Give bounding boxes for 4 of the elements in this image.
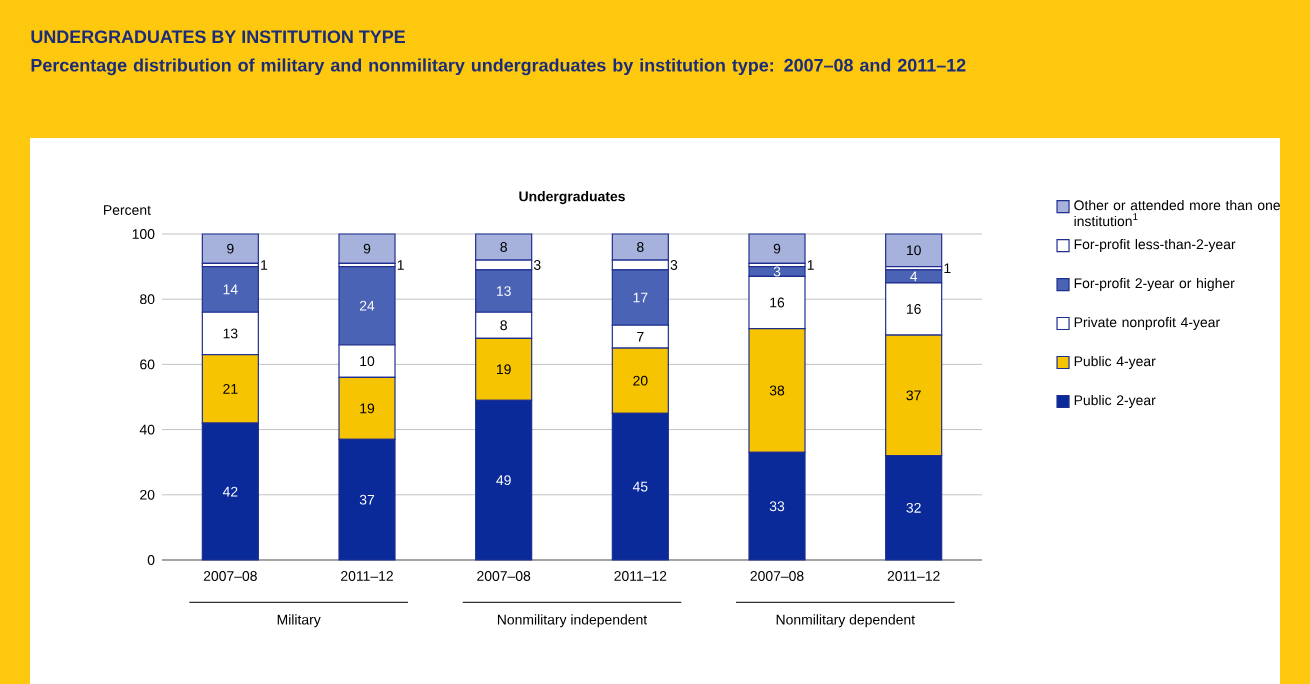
- chart-subtitle: Percentage distribution of military and nonmilitary undergraduates by institution type: 2007–08 and 2011–12: [31, 58, 966, 76]
- bar: [475, 233, 533, 261]
- bar: [611, 233, 669, 261]
- chart-title: UNDERGRADUATES BY INSTITUTION TYPE: [31, 30, 405, 44]
